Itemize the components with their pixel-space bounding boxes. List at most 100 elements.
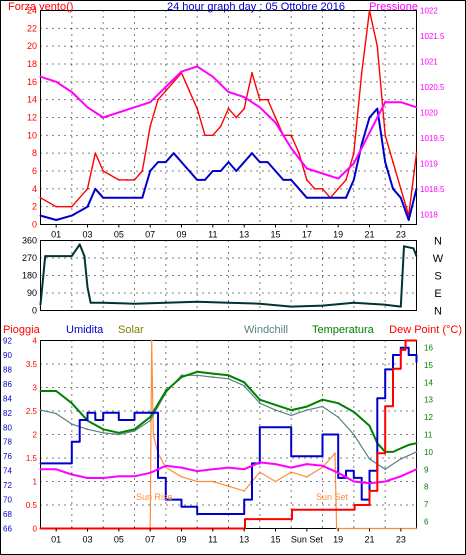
pressure-series-point xyxy=(86,106,89,109)
humidity-tick-label: 82 xyxy=(3,409,12,418)
wind-average-series-point xyxy=(235,170,238,172)
rain-series-point xyxy=(392,367,394,370)
temperature-series-point xyxy=(305,405,308,408)
humidity-tick-label: 78 xyxy=(3,438,12,447)
rain-tick-label: 1.5 xyxy=(26,454,38,463)
solar-series-point xyxy=(211,480,214,483)
sunset-annotation: Sun Set xyxy=(316,492,349,502)
humidity-series-point xyxy=(196,513,199,515)
temperature-series-point xyxy=(70,402,73,405)
wind-average-series-point xyxy=(376,107,379,110)
wind-average-series-point xyxy=(360,143,363,146)
wind-speed-series-point xyxy=(157,98,159,101)
wind-speed-series-point xyxy=(55,205,58,208)
compass-label: W xyxy=(433,253,444,265)
temperature-tick-label: 15 xyxy=(424,361,433,370)
dewpoint-series-point xyxy=(243,468,246,471)
rain-series-point xyxy=(384,405,387,408)
wind-speed-series-point xyxy=(235,116,238,119)
wind-average-series-point xyxy=(352,179,355,181)
wind-direction-series-point xyxy=(412,247,415,250)
compass-label: S xyxy=(434,271,441,283)
rain-series-point xyxy=(291,508,293,511)
wind-speed-series-point xyxy=(172,80,175,83)
temperature-label: Temperatura xyxy=(312,324,375,336)
wind-direction-series-point xyxy=(164,301,167,304)
humidity-series-point xyxy=(78,419,81,421)
windchill-series-point xyxy=(384,468,387,471)
pressure-series-point xyxy=(243,96,246,98)
temperature-tick-label: 12 xyxy=(424,413,433,422)
pressure-series-point xyxy=(117,111,120,114)
dewpoint-series-point xyxy=(39,468,42,471)
temperature-series-point xyxy=(407,444,410,446)
humidity-series-point xyxy=(164,498,167,501)
wind-average-series-point xyxy=(157,161,159,164)
x-tick-label: 11 xyxy=(208,230,217,240)
pressure-series-point xyxy=(149,101,152,104)
x-tick-label: 09 xyxy=(176,230,186,240)
pressure-series-point xyxy=(399,101,402,104)
humidity-series-point xyxy=(94,419,97,421)
wind-speed-series-point xyxy=(321,187,324,190)
windchill-series-point xyxy=(70,423,73,425)
wind-average-series-point xyxy=(243,161,246,164)
left-tick-label: 24 xyxy=(27,6,37,16)
wind-speed-series-point xyxy=(70,205,73,208)
humidity-series-point xyxy=(211,513,214,515)
wind-speed-series-point xyxy=(376,45,379,48)
wind-speed-label: Forza vento() xyxy=(8,1,73,13)
dewpoint-series-point xyxy=(133,475,136,478)
wind-average-series-point xyxy=(55,219,58,221)
humidity-series-point xyxy=(360,498,363,501)
wind-speed-series-point xyxy=(368,9,371,12)
humidity-tick-label: 68 xyxy=(3,510,12,519)
wind-direction-series-point xyxy=(133,302,136,305)
x-tick-label: 19 xyxy=(333,535,343,545)
rain-tick-label: 1 xyxy=(33,478,38,487)
left-tick-label: 180 xyxy=(22,271,37,281)
left-tick-label: 6 xyxy=(32,166,37,176)
solar-series-point xyxy=(196,480,199,483)
wind-average-series-point xyxy=(133,196,136,199)
pressure-series-point xyxy=(274,121,277,124)
temperature-series-point xyxy=(180,376,183,378)
temperature-series-point xyxy=(164,390,167,392)
right-tick-label: 1021 xyxy=(420,57,438,66)
temperature-tick-label: 13 xyxy=(424,396,433,405)
windchill-series-point xyxy=(243,384,246,387)
right-tick-label: 1021.5 xyxy=(420,32,445,41)
temperature-series-point xyxy=(337,402,340,405)
x-tick-label: 15 xyxy=(270,230,280,240)
wind-average-series-point xyxy=(164,161,167,164)
wind-average-series-point xyxy=(102,196,105,199)
wind-speed-series-point xyxy=(196,107,199,110)
wind-average-series-point xyxy=(407,219,410,221)
solar-series-point xyxy=(274,480,277,483)
windchill-series-point xyxy=(274,409,277,411)
wind-speed-series-point xyxy=(188,89,191,92)
x-tick-label: 01 xyxy=(51,535,61,545)
humidity-series-point xyxy=(399,346,402,349)
wind-direction-panel xyxy=(40,240,417,311)
temperature-series-point xyxy=(243,381,246,384)
right-tick-label: 1020 xyxy=(420,108,438,117)
wind-average-series-point xyxy=(211,170,214,172)
wind-direction-series-point xyxy=(403,245,405,248)
wind-direction-series-point xyxy=(415,255,418,257)
temperature-series-point xyxy=(39,390,42,392)
wind-speed-series-point xyxy=(39,196,42,199)
x-tick-label: 23 xyxy=(396,230,406,240)
humidity-series-point xyxy=(352,477,355,479)
solar-series-point xyxy=(243,490,246,492)
pressure-label: Pressione xyxy=(369,1,418,13)
rain-tick-label: 4 xyxy=(33,337,38,346)
wind-average-series-point xyxy=(70,214,73,217)
left-tick-label: 4 xyxy=(32,184,37,194)
wind-speed-series-point xyxy=(290,134,293,137)
solar-series xyxy=(40,339,417,530)
left-tick-label: 18 xyxy=(27,59,37,69)
humidity-tick-label: 74 xyxy=(3,467,12,476)
wind-average-series-point xyxy=(321,196,324,199)
wind-average-series-point xyxy=(290,179,293,181)
